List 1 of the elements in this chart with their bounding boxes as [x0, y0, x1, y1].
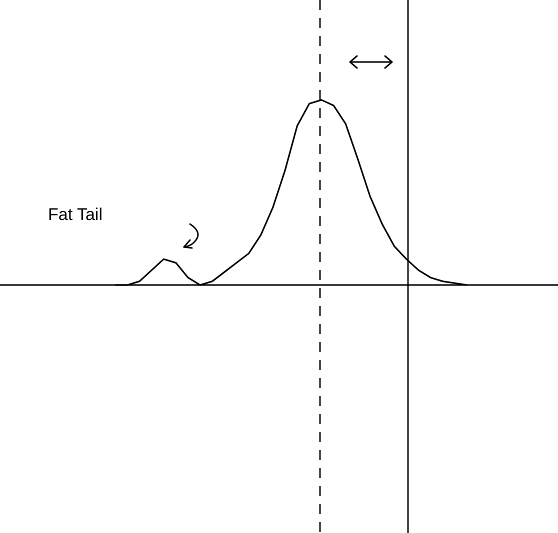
- annotation: Fat Tail: [48, 205, 102, 224]
